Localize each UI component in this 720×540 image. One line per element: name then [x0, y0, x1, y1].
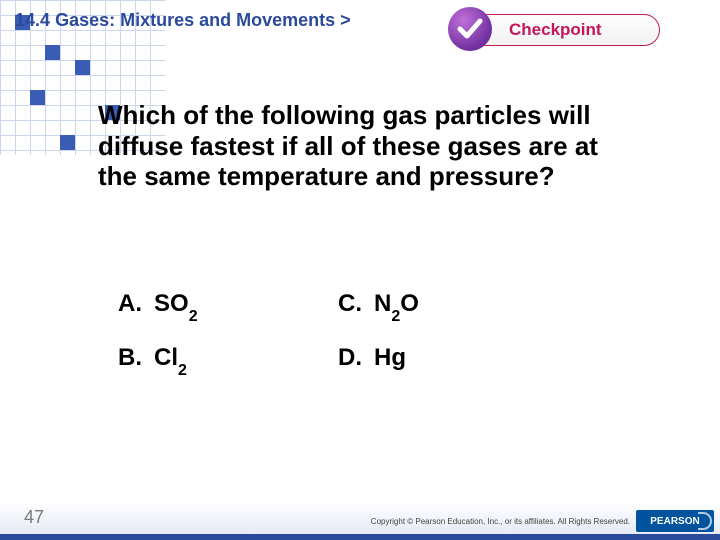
pearson-logo: PEARSON: [636, 510, 714, 532]
option-c-letter: C.: [338, 290, 362, 318]
option-a-formula: SO2: [154, 290, 198, 322]
checkpoint-circle: [448, 7, 492, 51]
section-header: 14.4 Gases: Mixtures and Movements >: [15, 10, 351, 31]
copyright-text: Copyright © Pearson Education, Inc., or …: [371, 517, 630, 526]
option-d-letter: D.: [338, 344, 362, 372]
option-a-letter: A.: [118, 290, 142, 318]
option-a: A. SO2: [118, 290, 338, 322]
section-separator: >: [340, 10, 351, 30]
option-c-formula: N2O: [374, 290, 419, 322]
option-d-formula: Hg: [374, 344, 406, 376]
section-number: 14.4: [15, 10, 50, 30]
checkpoint-badge: Checkpoint: [448, 5, 664, 53]
section-title: Gases: Mixtures and Movements: [55, 10, 335, 30]
option-b: B. Cl2: [118, 344, 338, 376]
checkpoint-label: Checkpoint: [509, 20, 602, 40]
bottom-bar: [0, 534, 720, 540]
pearson-logo-text: PEARSON: [650, 516, 699, 527]
pearson-arc-icon: [698, 512, 712, 530]
option-b-letter: B.: [118, 344, 142, 372]
page-number: 47: [24, 507, 44, 528]
question-text: Which of the following gas particles wil…: [98, 100, 643, 192]
checkmark-icon: [456, 15, 484, 43]
checkpoint-bar: Checkpoint: [470, 14, 660, 46]
options-grid: A. SO2 C. N2O B. Cl2 D. Hg: [118, 290, 558, 398]
option-d: D. Hg: [338, 344, 558, 376]
option-c: C. N2O: [338, 290, 558, 322]
option-b-formula: Cl2: [154, 344, 187, 376]
